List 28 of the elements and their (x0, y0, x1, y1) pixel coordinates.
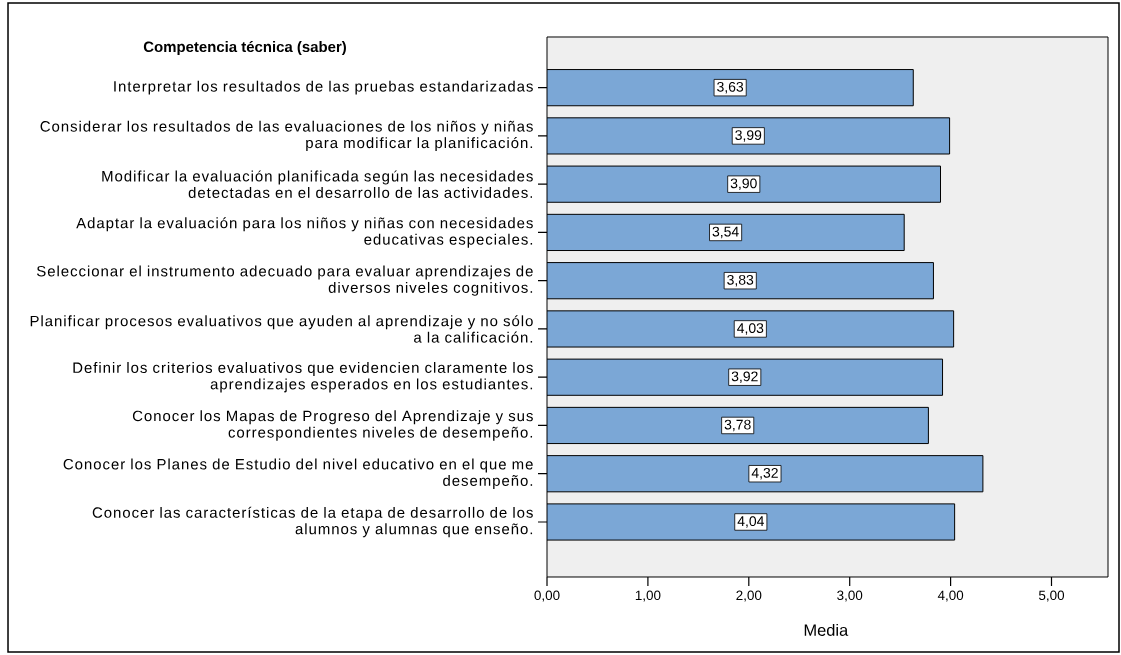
y-tick-label: Seleccionar el instrumento adecuado para evaluar aprendizajes de diversos niveles cognitivos. (36, 265, 533, 296)
x-tick-label: 2,00 (736, 590, 762, 602)
data-label: 3,83 (727, 274, 754, 287)
y-tick-label: Conocer los Planes de Estudio del nivel educativo en el que me desempeño. (63, 458, 533, 489)
y-tick-label: Considerar los resultados de las evaluaciones de los niños y niñas para modificar la planificación. (40, 120, 533, 152)
x-tick-label: 5,00 (1038, 590, 1065, 602)
y-tick-label: Adaptar la evaluación para los niños y niñas con necesidades educativas especiales. (76, 217, 533, 248)
y-tick-label: Definir los criterios evaluativos que evidencien claramente los aprendizajes esperados en los estudiantes. (73, 362, 533, 393)
y-tick-label: Interpretar los resultados de las pruebas estandarizadas (114, 80, 533, 95)
data-label: 4,04 (737, 516, 764, 528)
x-tick-label: 1,00 (635, 590, 661, 602)
x-tick-label: 3,00 (837, 590, 863, 602)
x-tick-label: 0,00 (534, 590, 560, 602)
x-tick-label: 4,00 (937, 590, 964, 602)
data-label: 3,63 (717, 81, 744, 94)
data-label: 3,99 (735, 130, 762, 142)
x-axis-title: Media (804, 623, 849, 636)
y-tick-label: Modificar la evaluación planificada según las necesidades detectadas en el desarrollo de las actividades. (102, 170, 533, 198)
data-label: 3,90 (730, 178, 757, 190)
data-label: 4,32 (751, 467, 778, 480)
y-tick-label: Conocer las características de la etapa de desarrollo de los alumnos y alumnas que enseño. (92, 506, 533, 538)
y-tick-label: Conocer los Mapas de Progreso del Aprendizaje y sus correspondientes niveles de desempeño. (132, 410, 533, 441)
data-label: 3,78 (724, 419, 751, 432)
y-tick-label: Planificar procesos evaluativos que ayuden al aprendizaje y no sólo a la calificación. (30, 315, 533, 343)
text: Competencia técnica (saber) (143, 40, 346, 56)
data-label: 3,54 (712, 226, 739, 239)
data-label: 3,92 (731, 371, 758, 383)
data-label: 4,03 (737, 323, 764, 335)
